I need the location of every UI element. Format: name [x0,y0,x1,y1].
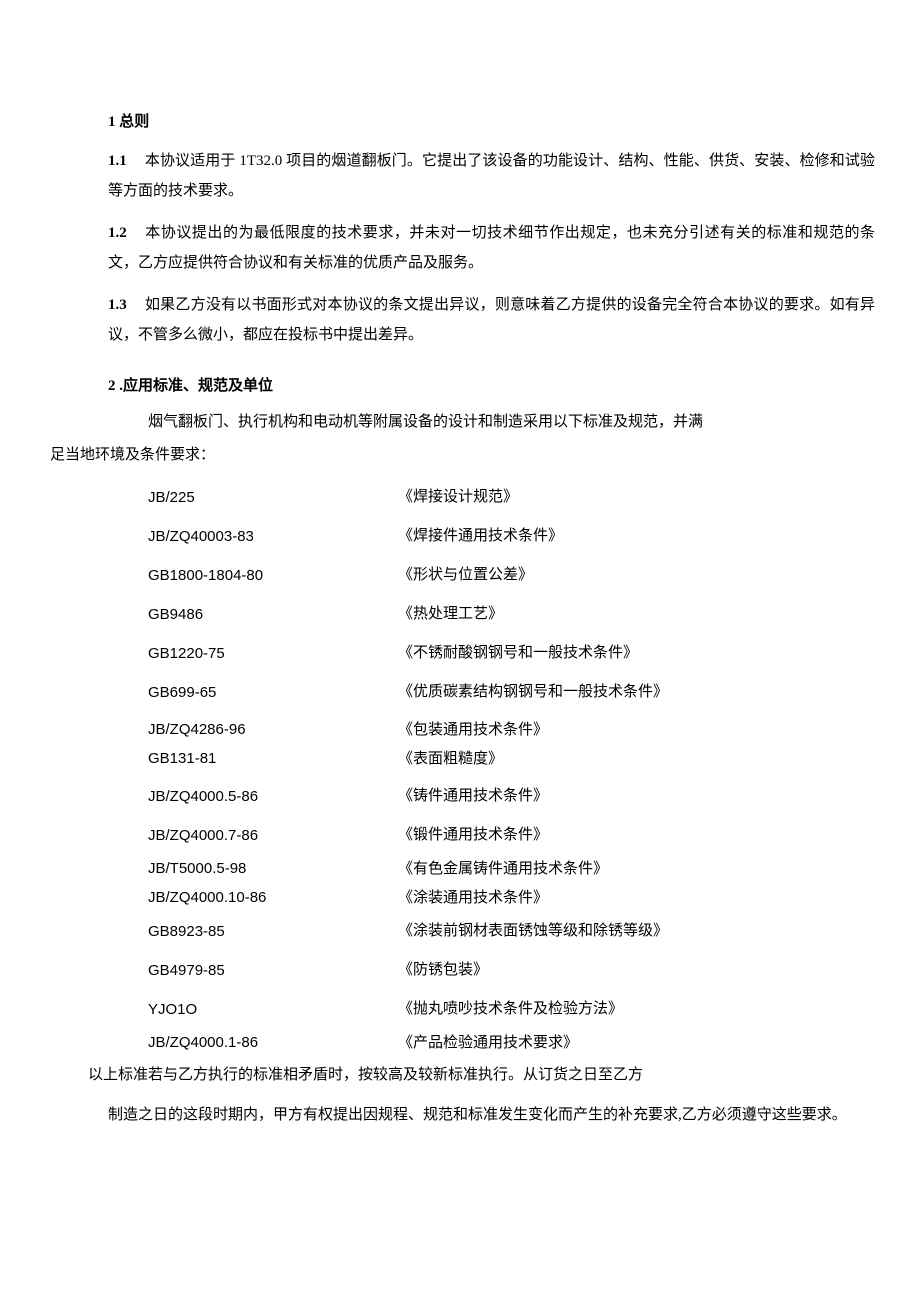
standard-title: 《表面粗糙度》 [398,745,503,774]
para-1-1: 1.1本协议适用于 1T32.0 项目的烟道翻板门。它提出了该设备的功能设计、结… [108,146,875,206]
standard-code: GB1800-1804-80 [148,556,398,595]
standards-table: JB/225 《焊接设计规范》 JB/ZQ40003-83 《焊接件通用技术条件… [148,478,875,1029]
standard-title: 《热处理工艺》 [398,595,503,634]
standard-title: 《涂装前钢材表面锈蚀等级和除锈等级》 [398,912,668,951]
standard-title: 《抛丸喷吵技术条件及检验方法》 [398,990,623,1029]
para-1-3: 1.3如果乙方没有以书面形式对本协议的条文提出异议，则意味着乙方提供的设备完全符… [108,290,875,350]
standard-row: GB131-81 《表面粗糙度》 [148,745,875,774]
standard-code: GB8923-85 [148,912,398,951]
standard-row: JB/ZQ40003-83 《焊接件通用技术条件》 [148,517,875,556]
standard-row: GB699-65 《优质碳素结构钢钢号和一般技术条件》 [148,673,875,712]
standard-title: 《不锈耐酸钢钢号和一般技术条件》 [398,634,638,673]
standard-title: 《形状与位置公差》 [398,556,533,595]
standard-title: 《焊接设计规范》 [398,478,518,517]
standard-code: JB/ZQ4000.10-86 [148,884,398,913]
standard-code: JB/225 [148,478,398,517]
standard-code: YJO1O [148,990,398,1029]
standard-row: JB/T5000.5-98 《有色金属铸件通用技术条件》 [148,855,875,884]
standard-row: GB8923-85 《涂装前钢材表面锈蚀等级和除锈等级》 [148,912,875,951]
para-1-2: 1.2本协议提出的为最低限度的技术要求，并未对一切技术细节作出规定，也未充分引述… [108,218,875,278]
standard-code: JB/ZQ4286-96 [148,716,398,745]
para-text: 本协议提出的为最低限度的技术要求，并未对一切技术细节作出规定，也未充分引述有关的… [108,225,875,271]
para-num: 1.2 [108,225,127,241]
section-1-heading: 1 总则 [108,110,875,134]
standard-title: 《涂装通用技术条件》 [398,884,548,913]
standard-row: JB/ZQ4000.5-86 《铸件通用技术条件》 [148,777,875,816]
standard-title: 《铸件通用技术条件》 [398,777,548,816]
standard-title: 《有色金属铸件通用技术条件》 [398,855,608,884]
standard-title: 《产品检验通用技术要求》 [398,1029,578,1058]
standard-title: 《焊接件通用技术条件》 [398,517,563,556]
standard-title: 《锻件通用技术条件》 [398,816,548,855]
section-2-intro-line2: 足当地环境及条件要求： [50,439,875,472]
standard-code: JB/ZQ4000.7-86 [148,816,398,855]
standard-code: JB/ZQ4000.1-86 [148,1029,398,1058]
standard-row: JB/ZQ4286-96 《包装通用技术条件》 [148,716,875,745]
para-num: 1.3 [108,297,127,313]
standard-title: 《包装通用技术条件》 [398,716,548,745]
standard-code: JB/ZQ40003-83 [148,517,398,556]
standard-row: GB9486 《热处理工艺》 [148,595,875,634]
closing-line1: 以上标准若与乙方执行的标准相矛盾时，按较高及较新标准执行。从订货之日至乙方 [88,1060,875,1090]
para-text: 本协议适用于 1T32.0 项目的烟道翻板门。它提出了该设备的功能设计、结构、性… [108,153,875,199]
standard-row: GB1800-1804-80 《形状与位置公差》 [148,556,875,595]
standard-row: JB/225 《焊接设计规范》 [148,478,875,517]
standard-row: GB4979-85 《防锈包装》 [148,951,875,990]
standard-code: JB/ZQ4000.5-86 [148,777,398,816]
standard-row: GB1220-75 《不锈耐酸钢钢号和一般技术条件》 [148,634,875,673]
standard-row: YJO1O 《抛丸喷吵技术条件及检验方法》 [148,990,875,1029]
para-num: 1.1 [108,153,127,169]
last-standard-row: JB/ZQ4000.1-86 《产品检验通用技术要求》 [50,1029,875,1058]
standard-row: JB/ZQ4000.10-86 《涂装通用技术条件》 [148,884,875,913]
standard-code: GB699-65 [148,673,398,712]
standard-row: JB/ZQ4000.7-86 《锻件通用技术条件》 [148,816,875,855]
standard-title: 《优质碳素结构钢钢号和一般技术条件》 [398,673,668,712]
section-2-heading: 2 .应用标准、规范及单位 [108,374,875,398]
section-2-intro-line1: 烟气翻板门、执行机构和电动机等附属设备的设计和制造采用以下标准及规范，并满 [148,406,875,439]
closing-para: 制造之日的这段时期内，甲方有权提出因规程、规范和标准发生变化而产生的补充要求,乙… [108,1100,875,1130]
standard-code: GB1220-75 [148,634,398,673]
standard-code: GB131-81 [148,745,398,774]
standard-title: 《防锈包装》 [398,951,488,990]
standard-code: GB4979-85 [148,951,398,990]
para-text: 如果乙方没有以书面形式对本协议的条文提出异议，则意味着乙方提供的设备完全符合本协… [108,297,875,343]
standard-code: GB9486 [148,595,398,634]
standard-code: JB/T5000.5-98 [148,855,398,884]
